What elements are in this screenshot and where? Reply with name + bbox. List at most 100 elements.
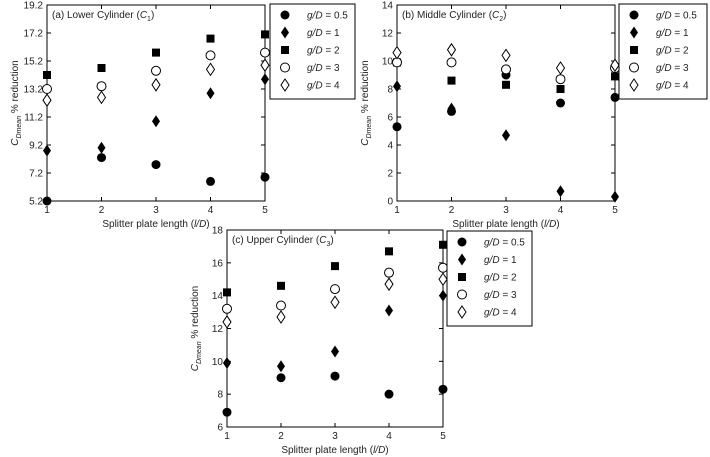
x-tick-label: 4 — [386, 431, 392, 442]
x-tick-label: 5 — [440, 431, 446, 442]
data-point — [384, 267, 394, 278]
legend-marker — [629, 78, 639, 92]
data-point — [502, 129, 510, 142]
panel-title: (b) Middle Cylinder (C2) — [402, 10, 507, 23]
legend-label: g/D = 1 — [307, 28, 340, 39]
legend: g/D = 0.5 g/D = 1 g/D = 2 g/D = 3 g/D = 4 — [618, 3, 708, 100]
legend-marker — [629, 10, 639, 20]
data-point — [447, 102, 456, 115]
x-tick-label: 2 — [449, 205, 455, 216]
plot-frame — [226, 229, 444, 428]
y-tick-label: 14 — [212, 291, 224, 302]
y-tick-label: 10 — [212, 357, 224, 368]
data-point — [43, 144, 51, 157]
data-point — [277, 281, 285, 290]
data-point — [331, 262, 339, 271]
y-tick-label: 4 — [387, 141, 393, 152]
legend-marker — [457, 305, 467, 319]
plot-frame — [46, 4, 266, 202]
data-point — [206, 34, 215, 43]
y-tick-label: 7.2 — [29, 169, 43, 180]
y-axis-label: CDmean % reduction — [190, 286, 203, 371]
data-point — [206, 176, 215, 186]
data-point — [42, 84, 52, 94]
data-point — [205, 50, 216, 61]
y-tick-label: 8 — [217, 390, 223, 401]
legend-marker — [630, 46, 638, 54]
data-point — [151, 160, 161, 170]
data-point — [555, 74, 566, 85]
data-point — [610, 58, 620, 73]
panel-lower-cylinder: 1 2 3 4 5 5.2 7.2 9.2 11.2 13.2 15.2 17.2 19.2 (a) Lo… — [10, 1, 356, 230]
data-point — [447, 76, 456, 85]
x-tick-label: 3 — [503, 205, 509, 216]
data-point — [276, 310, 286, 324]
data-point — [556, 85, 565, 93]
data-point — [438, 384, 448, 394]
legend-marker — [458, 253, 466, 266]
data-point — [438, 272, 448, 287]
data-point — [97, 153, 106, 163]
x-tick-label: 5 — [262, 205, 268, 216]
y-axis-label: CDmean % reduction — [10, 60, 23, 145]
data-point — [222, 407, 232, 417]
data-point — [331, 345, 339, 358]
data-point — [42, 196, 52, 206]
x-tick-label: 4 — [558, 205, 564, 216]
data-point — [223, 356, 231, 369]
x-tick-label: 3 — [153, 205, 159, 216]
x-tick-label: 2 — [99, 205, 105, 216]
data-point — [610, 92, 620, 102]
legend-marker — [280, 62, 290, 73]
data-point — [385, 304, 393, 317]
legend: g/D = 0.5 g/D = 1 g/D = 2 g/D = 3 g/D = 4 — [269, 3, 356, 100]
legend-marker — [630, 26, 638, 39]
x-axis-label: Splitter plate length (l/D) — [452, 219, 559, 230]
data-point — [260, 58, 270, 73]
data-point — [152, 115, 160, 128]
y-tick-label: 11.2 — [24, 113, 43, 124]
data-point — [42, 93, 52, 108]
data-point — [446, 57, 457, 68]
legend-marker — [629, 62, 639, 73]
data-point — [260, 47, 270, 58]
y-tick-label: 18 — [212, 226, 224, 237]
legend-marker — [457, 289, 467, 300]
data-point — [330, 284, 340, 295]
data-point — [392, 122, 402, 132]
legend-label: g/D = 0.5 — [484, 238, 525, 249]
data-point — [43, 71, 51, 79]
data-point — [384, 277, 394, 292]
legend-label: g/D = 4 — [656, 81, 689, 92]
data-point — [205, 62, 216, 77]
x-tick-label: 4 — [208, 205, 214, 216]
data-point — [384, 389, 394, 399]
x-axis-label: Splitter plate length (l/D) — [281, 445, 388, 456]
legend-label: g/D = 0.5 — [307, 11, 348, 22]
legend-marker — [458, 273, 466, 281]
legend-marker — [280, 10, 290, 20]
x-tick-label: 1 — [44, 205, 50, 216]
y-tick-label: 13.2 — [24, 85, 44, 96]
legend-label: g/D = 3 — [307, 63, 340, 74]
data-point — [556, 98, 565, 108]
data-point — [96, 90, 107, 105]
legend-label: g/D = 3 — [656, 63, 689, 74]
data-point — [439, 289, 447, 302]
data-point — [501, 64, 511, 75]
x-tick-label: 3 — [332, 431, 338, 442]
data-point — [206, 87, 215, 100]
legend-label: g/D = 2 — [307, 46, 340, 57]
legend-label: g/D = 2 — [484, 273, 517, 284]
data-point — [151, 65, 161, 76]
x-tick-label: 5 — [612, 205, 618, 216]
y-tick-label: 19.2 — [24, 1, 44, 12]
y-tick-label: 12 — [212, 324, 224, 335]
legend-marker — [281, 26, 289, 39]
y-tick-label: 12 — [382, 29, 394, 40]
legend-label: g/D = 4 — [484, 308, 517, 319]
data-point — [438, 262, 448, 273]
data-point — [385, 247, 393, 256]
data-point — [392, 45, 402, 60]
data-point — [260, 172, 270, 182]
